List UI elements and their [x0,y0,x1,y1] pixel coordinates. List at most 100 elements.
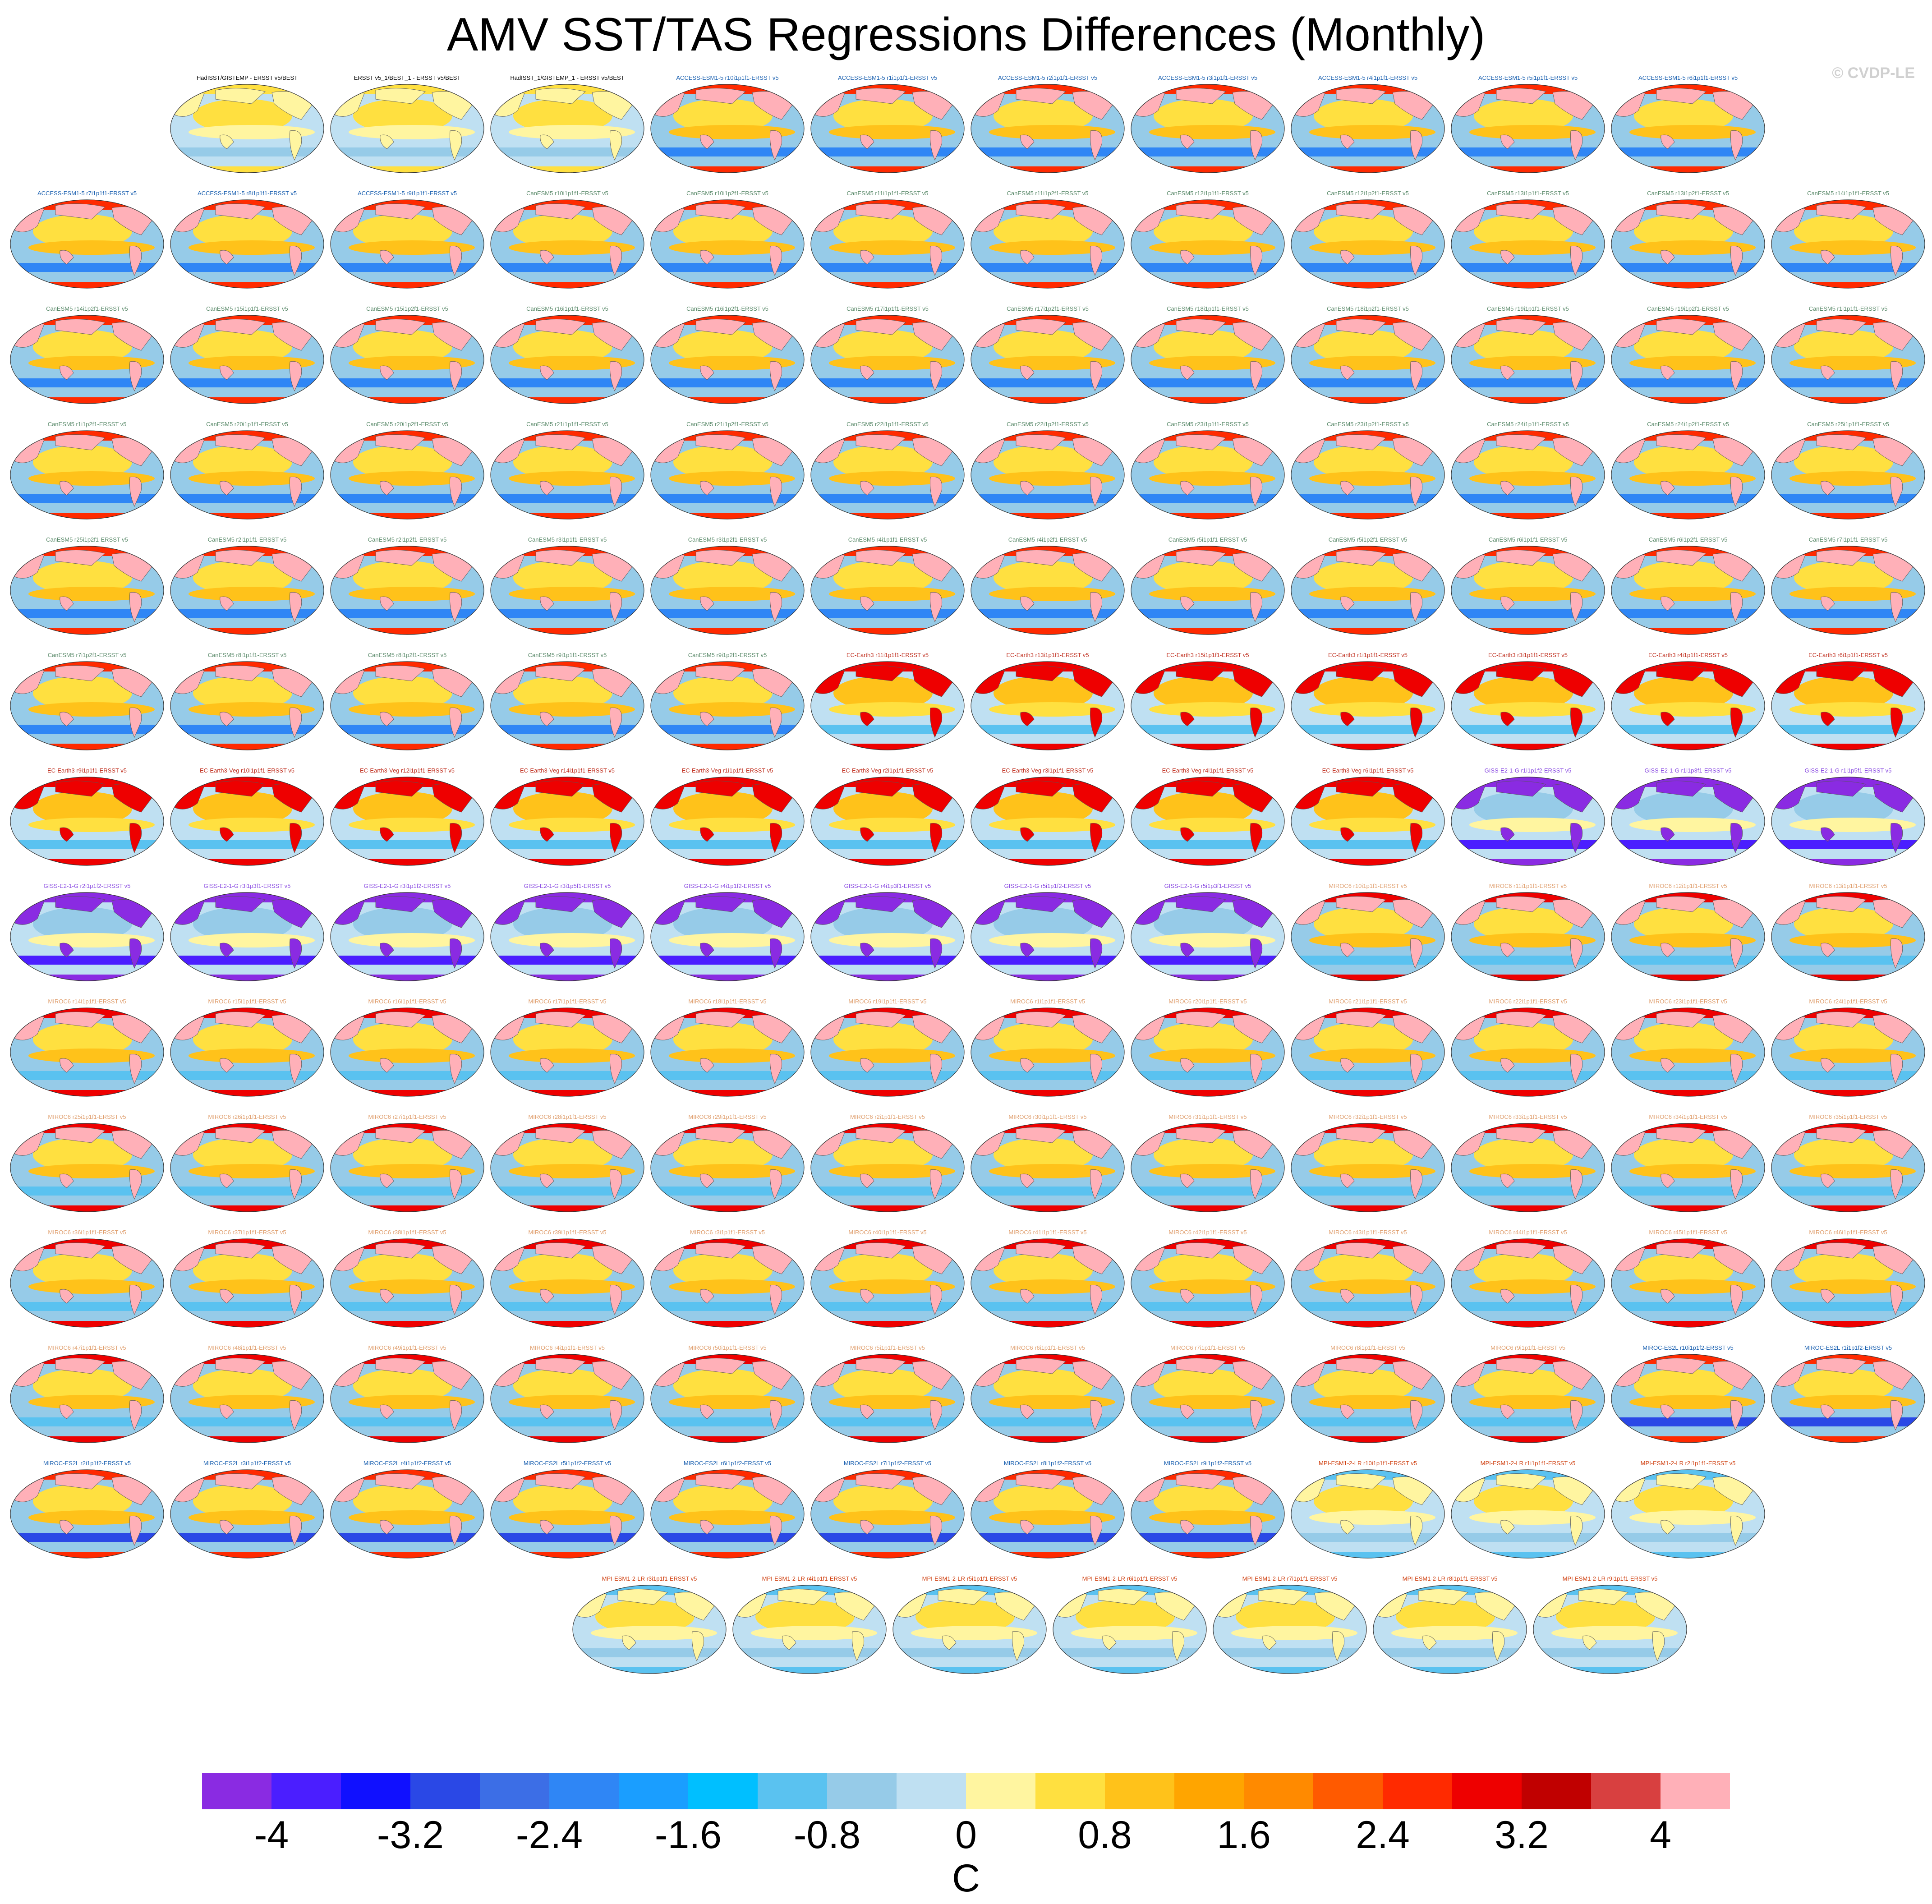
antarctic-band [10,744,164,750]
antarctic-band [170,975,324,981]
antarctic-band [331,397,484,404]
southern-ocean-band [651,494,804,503]
north-pacific-anomaly [33,1022,132,1057]
panel-title: MIROC6 r27i1p1f1-ERSST v5 [368,1113,446,1120]
southern-ocean-band [1131,609,1284,618]
map-panel: MIROC6 r39i1p1f1-ERSST v5 [490,1229,644,1328]
map-panel: MIROC6 r3i1p1f1-ERSST v5 [650,1229,805,1328]
north-pacific-anomaly [1634,1138,1733,1172]
land-masses [1776,434,1916,507]
panel-title: MIROC6 r4i1p1f1-ERSST v5 [530,1344,605,1351]
map-panel: CanESM5 r24i1p1f1-ERSST v5 [1451,421,1605,520]
map-outline [971,1123,1125,1212]
southern-ocean-band [1131,1071,1284,1080]
antarctic-band [491,1205,644,1212]
map-panel: CanESM5 r7i1p1f1-ERSST v5 [1771,536,1925,635]
map-panel: MPI-ESM1-2-LR r10i1p1f1-ERSST v5 [1291,1460,1445,1559]
map-outline [971,84,1125,173]
southern-ocean-band [893,1648,1046,1657]
southern-ocean-band [170,1417,324,1426]
map-panel: CanESM5 r23i1p2f1-ERSST v5 [1291,421,1445,520]
north-pacific-anomaly [1314,214,1413,248]
map-panel: MPI-ESM1-2-LR r4i1p1f1-ERSST v5 [732,1575,887,1674]
north-pacific-anomaly [1154,99,1253,133]
southern-ocean-band [491,147,644,156]
antarctic-band [331,859,484,865]
north-pacific-anomaly [1634,676,1733,710]
southern-ocean-band [1451,725,1605,734]
panel-title: MIROC-ES2L r10i1p1f2-ERSST v5 [1642,1344,1734,1351]
map-panel: ACCESS-ESM1-5 r8i1p1f1-ERSST v5 [170,190,324,289]
map-outline [170,1007,324,1097]
southern-ocean-band [811,1417,964,1426]
southern-ocean-band [170,609,324,618]
map-panel: GISS-E2-1-G r5i1p1f2-ERSST v5 [971,883,1125,981]
antarctic-band [331,1205,484,1212]
map-outline [1291,430,1445,520]
antarctic-band [1291,282,1444,288]
antarctic-band [10,513,164,519]
map-outline [1131,84,1285,173]
north-pacific-anomaly [1794,1253,1893,1288]
map-outline [1771,1007,1925,1097]
southern-ocean-band [170,1071,324,1080]
north-pacific-anomaly [994,676,1093,710]
panel-title: CanESM5 r6i1p1f1-ERSST v5 [1489,536,1568,543]
north-pacific-anomaly [1474,676,1573,710]
antarctic-band [811,1321,964,1327]
map-panel: HadISST_1/GISTEMP_1 - ERSST v5/BEST [490,74,644,173]
north-pacific-anomaly [1314,1253,1413,1288]
southern-ocean-band [651,956,804,965]
antarctic-band [491,166,644,173]
panel-title: MIROC6 r29i1p1f1-ERSST v5 [688,1113,766,1120]
antarctic-band [811,975,964,981]
southern-ocean-band [331,1533,484,1542]
map-outline [10,661,164,750]
north-pacific-anomaly [33,676,132,710]
southern-ocean-band [651,1302,804,1311]
map-panel: CanESM5 r17i1p2f1-ERSST v5 [971,305,1125,404]
antarctic-band [491,628,644,635]
panel-title: MIROC6 r39i1p1f1-ERSST v5 [528,1229,606,1236]
map-outline [10,892,164,981]
north-pacific-anomaly [1154,907,1253,941]
map-outline [1131,892,1285,981]
antarctic-band [651,628,804,635]
north-pacific-anomaly [513,561,612,595]
panel-title: CanESM5 r21i1p1f1-ERSST v5 [526,421,608,428]
southern-ocean-band [1291,1302,1444,1311]
map-outline [1291,1238,1445,1328]
southern-ocean-band [331,725,484,734]
map-panel: MIROC-ES2L r7i1p1f2-ERSST v5 [810,1460,965,1559]
colorbar-tick-label: 0 [955,1813,977,1857]
land-masses [14,550,155,623]
north-pacific-anomaly [1314,445,1413,479]
map-outline [170,199,324,289]
land-masses [175,1473,315,1546]
map-outline [1131,430,1285,520]
north-pacific-anomaly [755,1600,855,1634]
antarctic-band [811,1552,964,1558]
panel-title: MIROC6 r35i1p1f1-ERSST v5 [1809,1113,1887,1120]
southern-ocean-band [1611,840,1765,849]
north-pacific-anomaly [1314,1138,1413,1172]
north-pacific-anomaly [1154,1369,1253,1403]
panel-title: MIROC6 r43i1p1f1-ERSST v5 [1329,1229,1407,1236]
north-pacific-anomaly [1314,1369,1413,1403]
north-pacific-anomaly [833,907,933,941]
antarctic-band [651,975,804,981]
map-outline [971,546,1125,635]
panel-title: MIROC6 r19i1p1f1-ERSST v5 [848,998,926,1005]
north-pacific-anomaly [353,1253,452,1288]
north-pacific-anomaly [673,1138,773,1172]
panel-title: CanESM5 r15i1p1f1-ERSST v5 [206,305,288,312]
map-outline [650,661,805,750]
antarctic-band [811,282,964,288]
southern-ocean-band [1131,494,1284,503]
map-panel: CanESM5 r4i1p1f1-ERSST v5 [810,536,965,635]
southern-ocean-band [10,1417,164,1426]
panel-title: CanESM5 r12i1p1f1-ERSST v5 [1167,190,1249,197]
southern-ocean-band [1291,147,1444,156]
map-outline [732,1585,887,1674]
north-pacific-anomaly [33,907,132,941]
